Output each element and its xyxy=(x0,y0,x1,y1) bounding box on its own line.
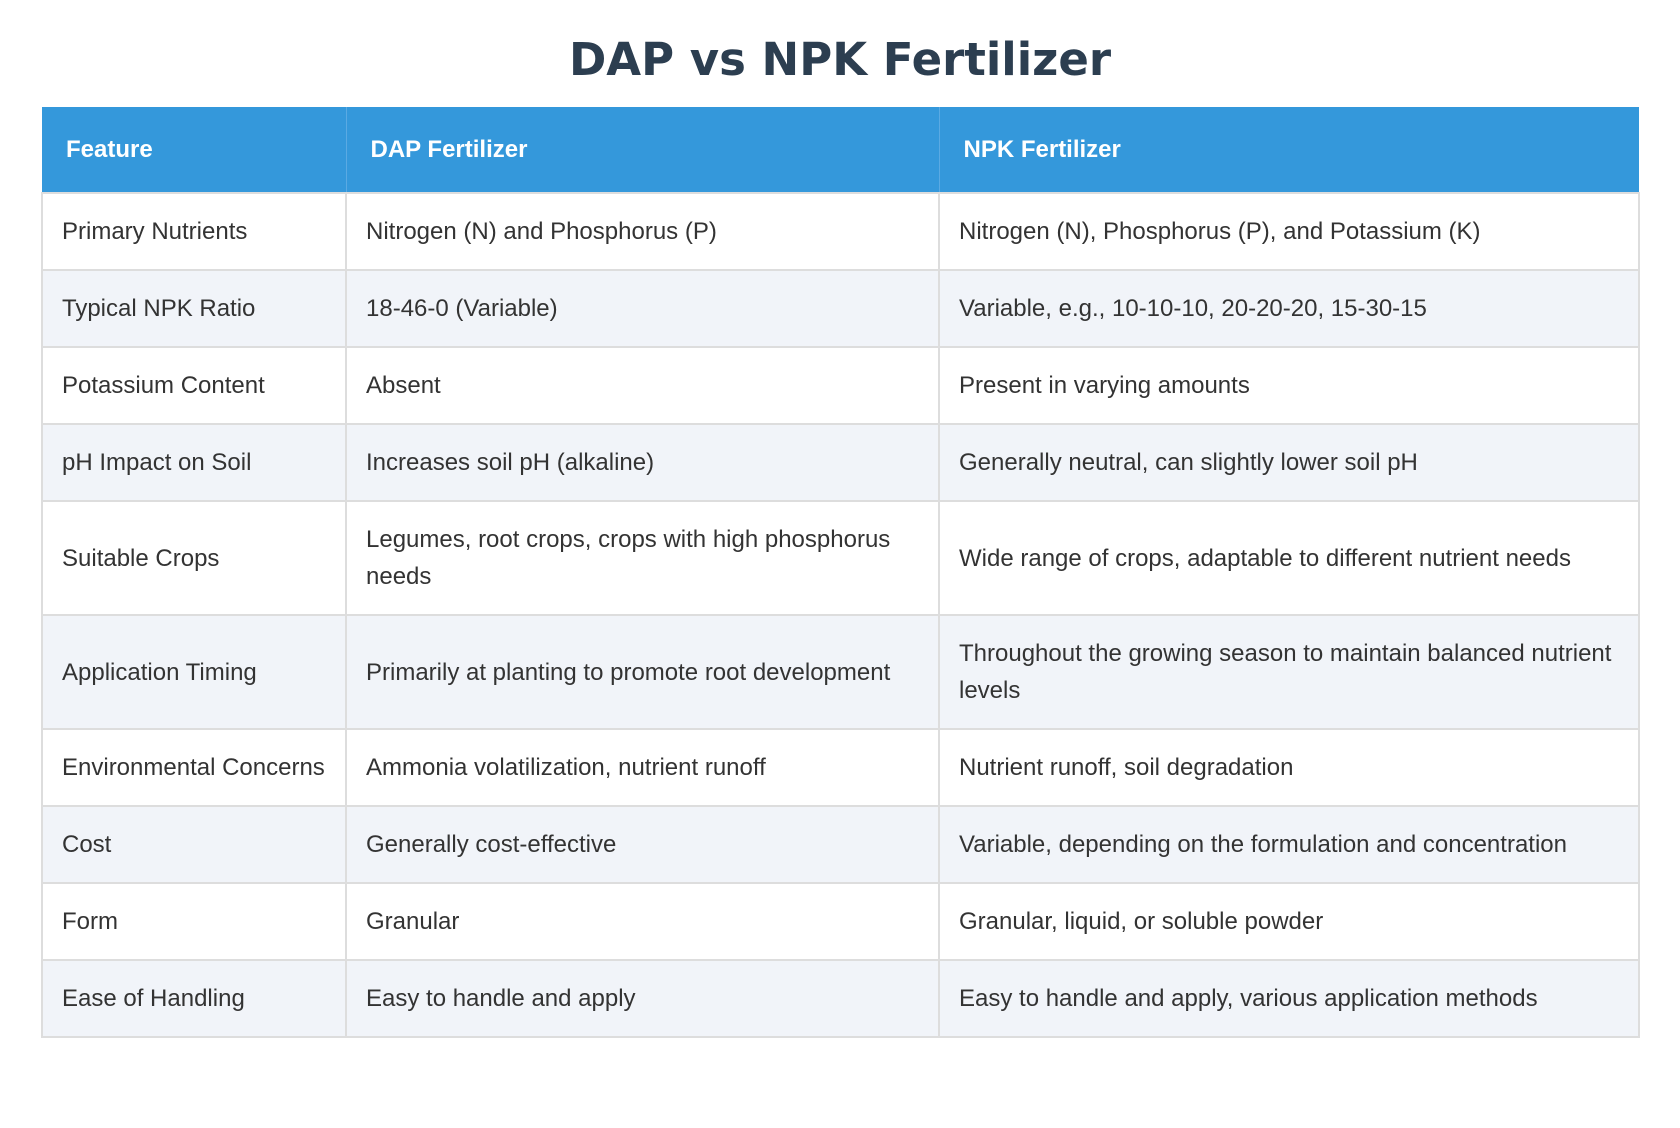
npk-cell: Variable, e.g., 10-10-10, 20-20-20, 15-3… xyxy=(938,269,1640,348)
table-body: Primary Nutrients Nitrogen (N) and Phosp… xyxy=(41,192,1640,1038)
header-row: Feature DAP Fertilizer NPK Fertilizer xyxy=(42,107,1639,193)
table-row: Potassium Content Absent Present in vary… xyxy=(41,346,1640,425)
header-feature: Feature xyxy=(42,107,347,193)
table-row: Cost Generally cost-effective Variable, … xyxy=(41,805,1640,884)
feature-cell: Ease of Handling xyxy=(41,959,347,1038)
dap-cell: Legumes, root crops, crops with high pho… xyxy=(345,500,940,616)
npk-cell: Variable, depending on the formulation a… xyxy=(938,805,1640,884)
comparison-table: Feature DAP Fertilizer NPK Fertilizer Pr… xyxy=(41,107,1640,1038)
table-row: Ease of Handling Easy to handle and appl… xyxy=(41,959,1640,1038)
dap-cell: Ammonia volatilization, nutrient runoff xyxy=(345,728,940,807)
npk-cell: Present in varying amounts xyxy=(938,346,1640,425)
npk-cell: Generally neutral, can slightly lower so… xyxy=(938,423,1640,502)
feature-cell: Primary Nutrients xyxy=(41,192,347,271)
feature-cell: Suitable Crops xyxy=(41,500,347,616)
header-dap: DAP Fertilizer xyxy=(346,107,940,193)
feature-cell: Environmental Concerns xyxy=(41,728,347,807)
feature-cell: Typical NPK Ratio xyxy=(41,269,347,348)
table-row: Application Timing Primarily at planting… xyxy=(41,614,1640,730)
dap-cell: Increases soil pH (alkaline) xyxy=(345,423,940,502)
dap-cell: Primarily at planting to promote root de… xyxy=(345,614,940,730)
dap-cell: Generally cost-effective xyxy=(345,805,940,884)
page-title: DAP vs NPK Fertilizer xyxy=(568,33,1112,86)
feature-cell: Potassium Content xyxy=(41,346,347,425)
npk-cell: Granular, liquid, or soluble powder xyxy=(938,882,1640,961)
npk-cell: Nutrient runoff, soil degradation xyxy=(938,728,1640,807)
dap-cell: 18-46-0 (Variable) xyxy=(345,269,940,348)
feature-cell: Cost xyxy=(41,805,347,884)
feature-cell: Application Timing xyxy=(41,614,347,730)
npk-cell: Throughout the growing season to maintai… xyxy=(938,614,1640,730)
dap-cell: Granular xyxy=(345,882,940,961)
npk-cell: Wide range of crops, adaptable to differ… xyxy=(938,500,1640,616)
dap-cell: Absent xyxy=(345,346,940,425)
table-row: pH Impact on Soil Increases soil pH (alk… xyxy=(41,423,1640,502)
table-header: Feature DAP Fertilizer NPK Fertilizer xyxy=(42,107,1639,193)
npk-cell: Easy to handle and apply, various applic… xyxy=(938,959,1640,1038)
feature-cell: pH Impact on Soil xyxy=(41,423,347,502)
dap-cell: Easy to handle and apply xyxy=(345,959,940,1038)
npk-cell: Nitrogen (N), Phosphorus (P), and Potass… xyxy=(938,192,1640,271)
table-row: Environmental Concerns Ammonia volatiliz… xyxy=(41,728,1640,807)
table-row: Form Granular Granular, liquid, or solub… xyxy=(41,882,1640,961)
feature-cell: Form xyxy=(41,882,347,961)
table-row: Typical NPK Ratio 18-46-0 (Variable) Var… xyxy=(41,269,1640,348)
dap-cell: Nitrogen (N) and Phosphorus (P) xyxy=(345,192,940,271)
table-row: Primary Nutrients Nitrogen (N) and Phosp… xyxy=(41,192,1640,271)
table-row: Suitable Crops Legumes, root crops, crop… xyxy=(41,500,1640,616)
header-npk: NPK Fertilizer xyxy=(939,107,1639,193)
